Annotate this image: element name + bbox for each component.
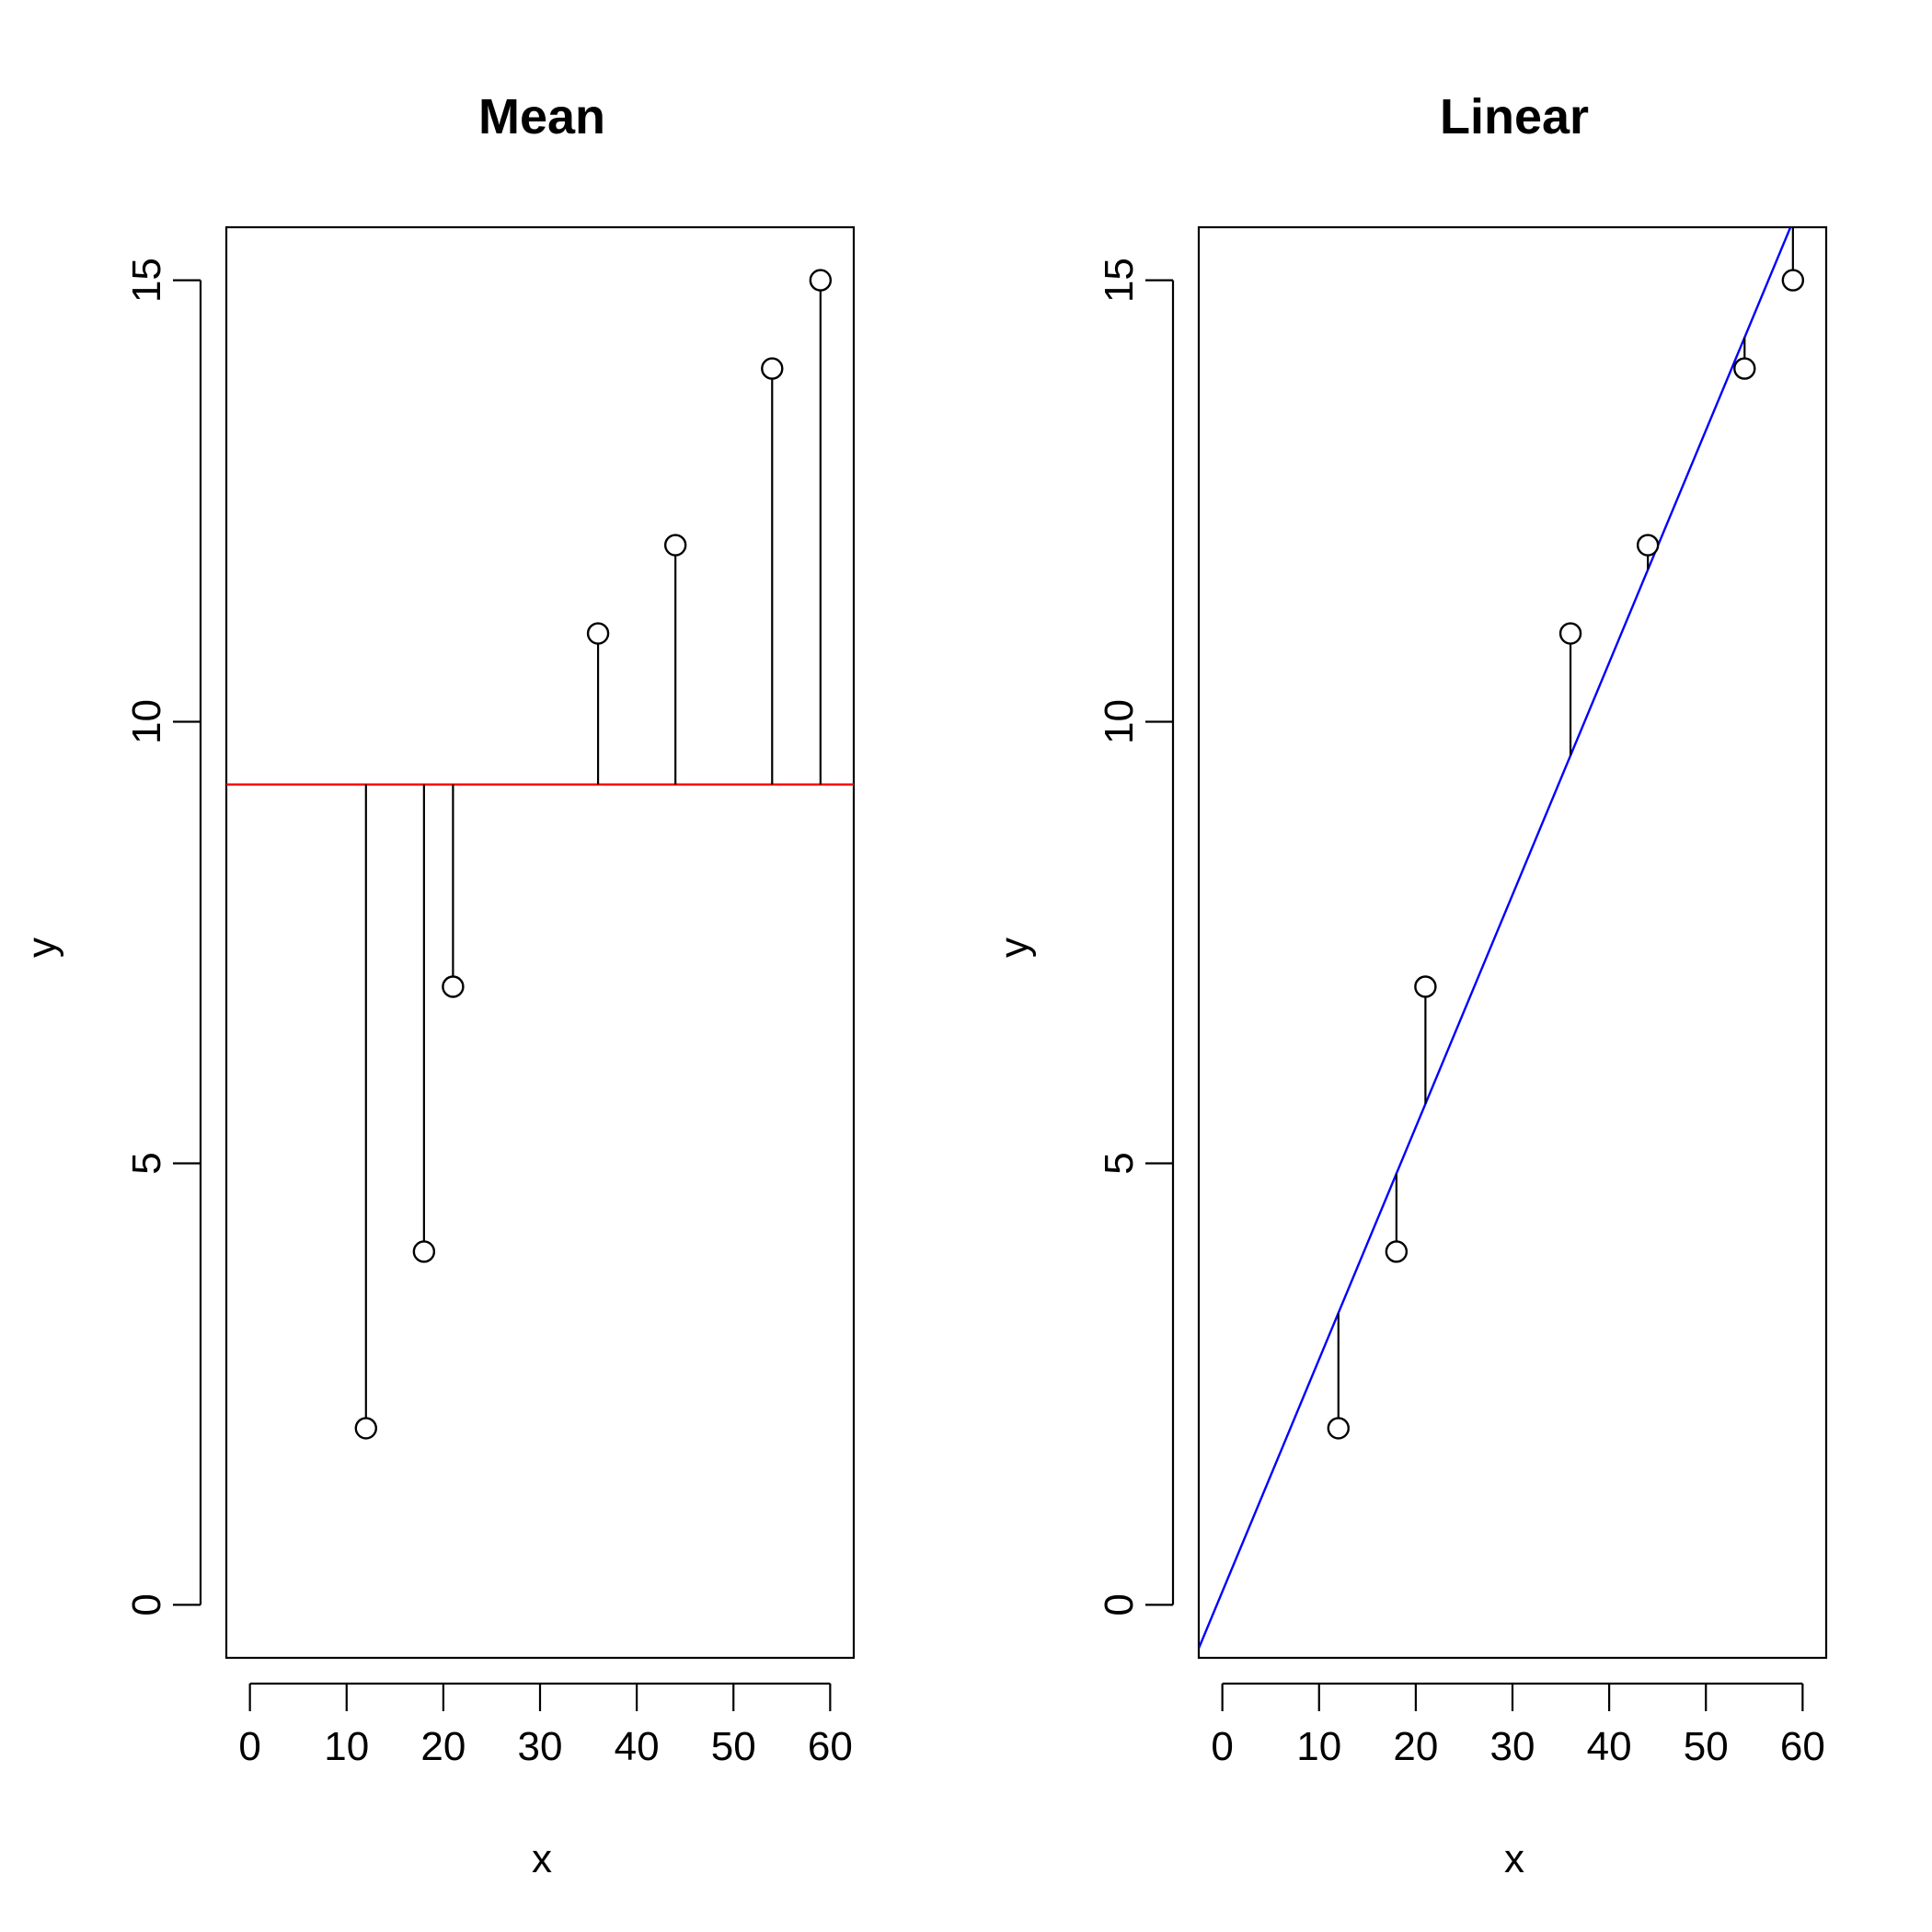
mean-y-tick-label: 10 xyxy=(124,699,169,744)
linear-x-tick-label: 50 xyxy=(1684,1724,1729,1769)
mean-data-point xyxy=(354,1417,377,1440)
mean-data-point xyxy=(809,269,833,292)
linear-plot-frame xyxy=(1197,225,1828,1660)
linear-y-tick-label: 0 xyxy=(1097,1593,1142,1616)
mean-panel-y-label: y xyxy=(19,937,64,958)
linear-data-point xyxy=(1558,622,1582,645)
mean-y-tick-label: 5 xyxy=(124,1152,169,1174)
mean-x-tick-label: 40 xyxy=(615,1724,660,1769)
mean-data-point xyxy=(663,534,687,557)
linear-y-tick-label: 15 xyxy=(1097,258,1142,303)
mean-panel-title: Mean xyxy=(478,89,605,144)
mean-plot-frame xyxy=(224,225,856,1660)
mean-data-point xyxy=(442,975,465,998)
mean-data-point xyxy=(761,357,784,380)
mean-x-tick-label: 0 xyxy=(238,1724,260,1769)
linear-x-tick-label: 0 xyxy=(1211,1724,1233,1769)
linear-data-point xyxy=(1636,534,1660,557)
mean-x-tick-label: 60 xyxy=(808,1724,853,1769)
linear-data-point xyxy=(1385,1240,1409,1263)
mean-panel-x-label: x xyxy=(532,1836,552,1881)
mean-x-tick-label: 10 xyxy=(324,1724,369,1769)
linear-data-point xyxy=(1414,975,1437,998)
linear-y-tick-label: 10 xyxy=(1097,699,1142,744)
linear-x-tick-label: 20 xyxy=(1393,1724,1438,1769)
linear-data-point xyxy=(1781,269,1805,292)
linear-x-tick-label: 30 xyxy=(1490,1724,1535,1769)
linear-y-tick-label: 5 xyxy=(1097,1152,1142,1174)
linear-panel-x-label: x xyxy=(1504,1836,1524,1881)
linear-data-point xyxy=(1327,1417,1350,1440)
mean-x-tick-label: 20 xyxy=(420,1724,466,1769)
linear-x-tick-label: 60 xyxy=(1780,1724,1825,1769)
mean-y-tick-label: 0 xyxy=(124,1593,169,1616)
linear-panel-y-label: y xyxy=(992,937,1037,958)
mean-x-tick-label: 50 xyxy=(711,1724,756,1769)
linear-panel-title: Linear xyxy=(1440,89,1589,144)
linear-fit-line xyxy=(1199,227,1792,1650)
mean-y-tick-label: 15 xyxy=(124,258,169,303)
mean-panel: Mean x y 0 10 20 30 40 50 60 0 5 10 15 xyxy=(19,89,856,1881)
mean-data-point xyxy=(586,622,610,645)
linear-x-tick-label: 40 xyxy=(1587,1724,1632,1769)
linear-data-point xyxy=(1733,357,1756,380)
linear-x-tick-label: 10 xyxy=(1296,1724,1341,1769)
linear-panel: Linear x y 0 10 20 30 40 50 60 0 5 10 15 xyxy=(992,89,1828,1881)
mean-x-tick-label: 30 xyxy=(518,1724,563,1769)
mean-data-point xyxy=(412,1240,436,1263)
